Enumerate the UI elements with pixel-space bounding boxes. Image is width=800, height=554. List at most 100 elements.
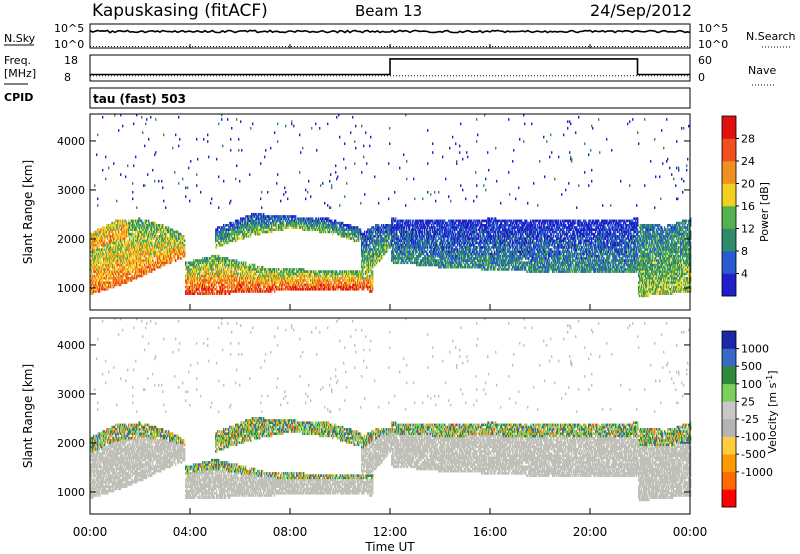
power-cell bbox=[128, 270, 130, 273]
power-cell bbox=[151, 270, 153, 273]
power-cell bbox=[116, 274, 118, 278]
power-cell bbox=[158, 246, 160, 249]
power-cell bbox=[124, 237, 126, 240]
power-cell bbox=[122, 232, 124, 236]
power-cell bbox=[117, 270, 119, 273]
power-cell bbox=[145, 261, 147, 265]
power-cell bbox=[96, 237, 98, 240]
power-cell bbox=[153, 248, 155, 251]
power-cell bbox=[160, 250, 162, 254]
power-cell bbox=[127, 243, 129, 247]
power-cell bbox=[183, 235, 185, 238]
power-cell bbox=[98, 265, 100, 269]
power-cell bbox=[97, 133, 99, 137]
power-cell bbox=[102, 241, 104, 245]
nsearch-label: N.Search bbox=[746, 30, 796, 43]
power-cell bbox=[161, 230, 163, 234]
power-cell bbox=[117, 279, 119, 282]
power-cell bbox=[145, 270, 147, 273]
power-cell bbox=[98, 272, 100, 276]
power-cell bbox=[116, 230, 118, 234]
power-cell bbox=[139, 224, 141, 227]
power-cell bbox=[111, 265, 113, 269]
power-cell bbox=[127, 259, 129, 262]
power-cell bbox=[106, 263, 108, 267]
power-cell bbox=[157, 230, 159, 234]
power-cell bbox=[93, 265, 95, 269]
power-cell bbox=[200, 190, 202, 194]
power-cell bbox=[112, 276, 114, 280]
power-cell bbox=[147, 257, 149, 260]
power-cell bbox=[154, 153, 156, 157]
power-cell bbox=[100, 250, 102, 254]
power-cell bbox=[156, 224, 158, 227]
power-cell bbox=[118, 279, 120, 282]
power-cell bbox=[121, 228, 123, 232]
power-cell bbox=[100, 254, 102, 258]
power-cell bbox=[113, 237, 115, 240]
power-cell bbox=[142, 270, 144, 273]
power-cell bbox=[144, 243, 146, 247]
power-cell bbox=[150, 235, 152, 238]
power-cell bbox=[128, 243, 130, 247]
power-cell bbox=[127, 268, 129, 271]
power-cell bbox=[103, 239, 105, 243]
power-cell bbox=[218, 122, 220, 126]
power-cell bbox=[142, 272, 144, 276]
power-cell bbox=[118, 241, 120, 245]
power-cell bbox=[128, 259, 130, 262]
power-cell bbox=[144, 228, 146, 232]
power-cell bbox=[93, 290, 95, 293]
power-cell bbox=[118, 276, 120, 280]
power-cell bbox=[110, 263, 112, 267]
power-cell bbox=[107, 259, 109, 262]
power-cell bbox=[105, 274, 107, 278]
power-cell bbox=[161, 224, 163, 227]
power-cell bbox=[141, 246, 143, 249]
power-cell bbox=[97, 272, 99, 276]
power-cell bbox=[103, 263, 105, 267]
power-cell bbox=[105, 230, 107, 234]
power-cell bbox=[92, 261, 94, 265]
power-cell bbox=[129, 276, 131, 280]
power-cell bbox=[118, 235, 120, 238]
power-cell bbox=[90, 259, 92, 262]
power-cell bbox=[128, 239, 130, 243]
power-cell bbox=[93, 268, 95, 271]
power-cell bbox=[365, 131, 367, 134]
power-cell bbox=[119, 270, 121, 273]
power-cell bbox=[364, 259, 366, 262]
power-cell bbox=[136, 270, 138, 273]
power-cell bbox=[134, 259, 136, 262]
power-cell bbox=[116, 224, 118, 227]
power-cell bbox=[197, 157, 199, 161]
power-cell bbox=[131, 226, 133, 229]
power-cell bbox=[115, 250, 117, 254]
power-cell bbox=[142, 259, 144, 262]
power-cell bbox=[134, 224, 136, 227]
power-cell bbox=[92, 250, 94, 254]
power-cell bbox=[100, 228, 102, 232]
power-cell bbox=[162, 235, 164, 238]
power-cell bbox=[112, 224, 114, 227]
power-cell bbox=[146, 272, 148, 276]
power-cell bbox=[129, 226, 131, 229]
power-cell bbox=[98, 257, 100, 260]
power-cell bbox=[97, 270, 99, 273]
power-cell bbox=[144, 221, 146, 225]
power-cell bbox=[99, 259, 101, 262]
power-cell bbox=[155, 239, 157, 243]
power-cell bbox=[101, 252, 103, 256]
power-cell bbox=[115, 257, 117, 260]
power-cell bbox=[99, 276, 101, 280]
power-cell bbox=[261, 190, 263, 194]
power-cell bbox=[120, 250, 122, 254]
power-cell bbox=[132, 221, 134, 225]
power-cell bbox=[157, 265, 159, 269]
power-cell bbox=[107, 235, 109, 238]
power-cell bbox=[148, 259, 150, 262]
power-cell bbox=[161, 263, 163, 267]
power-cell bbox=[107, 254, 109, 258]
power-cell bbox=[117, 219, 119, 223]
power-cell bbox=[154, 241, 156, 245]
